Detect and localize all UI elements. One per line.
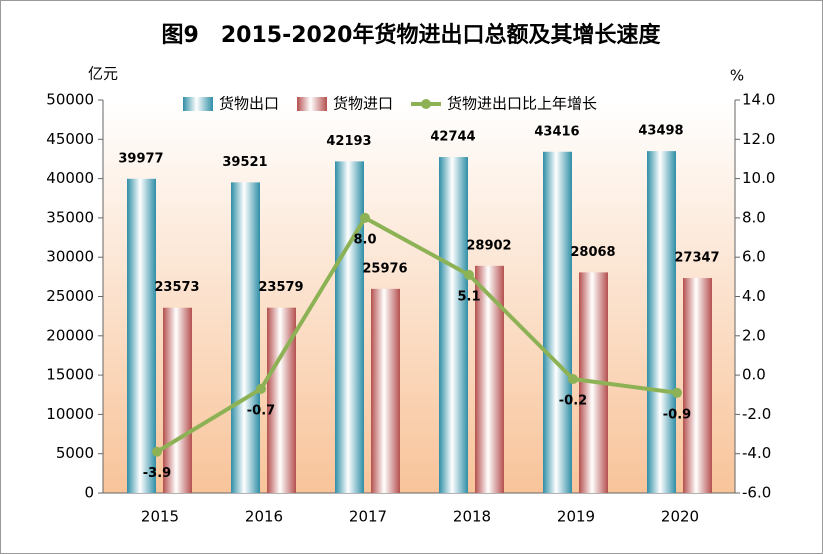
bar bbox=[683, 278, 712, 493]
x-tick-label: 2018 bbox=[453, 508, 491, 526]
bar-value-label: 43416 bbox=[534, 124, 579, 139]
x-tick-label: 2020 bbox=[661, 508, 699, 526]
line-point bbox=[568, 374, 578, 385]
bar-value-label: 42193 bbox=[326, 134, 371, 149]
bar-value-label: 23573 bbox=[154, 280, 199, 295]
bar-value-label: 42744 bbox=[430, 130, 475, 145]
x-tick-label: 2019 bbox=[557, 508, 595, 526]
bar bbox=[371, 288, 400, 493]
x-tick-label: 2017 bbox=[349, 508, 387, 526]
y2-tick-label: 12.0 bbox=[742, 130, 775, 148]
y-tick-label: 30000 bbox=[46, 248, 94, 266]
chart-title: 图9 2015-2020年货物进出口总额及其增长速度 bbox=[162, 22, 662, 48]
y-tick-label: 50000 bbox=[46, 91, 94, 109]
bar bbox=[647, 151, 676, 493]
bar-value-label: 39521 bbox=[222, 155, 267, 170]
y2-axis-label: % bbox=[730, 67, 744, 85]
legend-swatch bbox=[297, 97, 328, 111]
line-value-label: -0.2 bbox=[559, 394, 587, 409]
y2-tick-label: 2.0 bbox=[742, 326, 766, 344]
y-axis-label: 亿元 bbox=[88, 65, 118, 83]
y-tick-label: 15000 bbox=[46, 366, 94, 384]
bar bbox=[163, 307, 192, 493]
x-tick-label: 2015 bbox=[141, 508, 179, 526]
line-point bbox=[152, 446, 162, 457]
line-point bbox=[464, 269, 474, 280]
bar-value-label: 39977 bbox=[118, 151, 163, 166]
y-tick-label: 10000 bbox=[46, 405, 94, 423]
y-tick-label: 35000 bbox=[46, 208, 94, 226]
legend-swatch bbox=[183, 97, 213, 111]
y2-tick-label: 6.0 bbox=[742, 248, 766, 266]
bar bbox=[335, 161, 364, 493]
bar-value-label: 27347 bbox=[674, 251, 719, 266]
y-tick-label: 40000 bbox=[46, 169, 94, 187]
legend-swatch bbox=[421, 99, 432, 109]
y-tick-label: 0 bbox=[84, 484, 94, 502]
bar-value-label: 28068 bbox=[570, 245, 615, 260]
line-value-label: -0.9 bbox=[663, 407, 691, 422]
line-point bbox=[360, 212, 370, 223]
y-tick-label: 25000 bbox=[46, 287, 94, 305]
legend-label: 货物进口 bbox=[333, 95, 393, 113]
bar-value-label: 25976 bbox=[362, 261, 407, 276]
line-value-label: 8.0 bbox=[353, 232, 376, 247]
bar bbox=[439, 157, 468, 493]
y2-tick-label: 4.0 bbox=[742, 287, 766, 305]
line-value-label: -0.7 bbox=[247, 403, 275, 418]
x-tick-label: 2016 bbox=[245, 508, 283, 526]
legend-label: 货物进出口比上年增长 bbox=[447, 95, 597, 113]
line-point bbox=[256, 383, 266, 394]
y-tick-label: 5000 bbox=[56, 444, 94, 462]
bar bbox=[231, 182, 260, 494]
bar bbox=[543, 151, 572, 493]
legend-label: 货物出口 bbox=[219, 95, 279, 113]
bar-value-label: 23579 bbox=[258, 280, 303, 295]
y2-tick-label: 14.0 bbox=[742, 91, 775, 109]
line-point bbox=[672, 387, 682, 398]
line-value-label: -3.9 bbox=[143, 466, 171, 481]
bar bbox=[127, 178, 156, 494]
bar-value-label: 43498 bbox=[638, 124, 683, 139]
y2-tick-label: -6.0 bbox=[742, 484, 771, 502]
line bbox=[155, 215, 678, 454]
plot-area bbox=[103, 100, 735, 493]
y2-tick-label: 8.0 bbox=[742, 208, 766, 226]
y-tick-label: 20000 bbox=[46, 326, 94, 344]
y2-tick-label: -4.0 bbox=[742, 444, 771, 462]
y-tick-label: 45000 bbox=[46, 130, 94, 148]
y2-tick-label: 10.0 bbox=[742, 169, 775, 187]
y2-tick-label: -2.0 bbox=[742, 405, 771, 423]
bar-value-label: 28902 bbox=[466, 238, 511, 253]
line-value-label: 5.1 bbox=[457, 289, 480, 304]
y2-tick-label: 0.0 bbox=[742, 366, 766, 384]
